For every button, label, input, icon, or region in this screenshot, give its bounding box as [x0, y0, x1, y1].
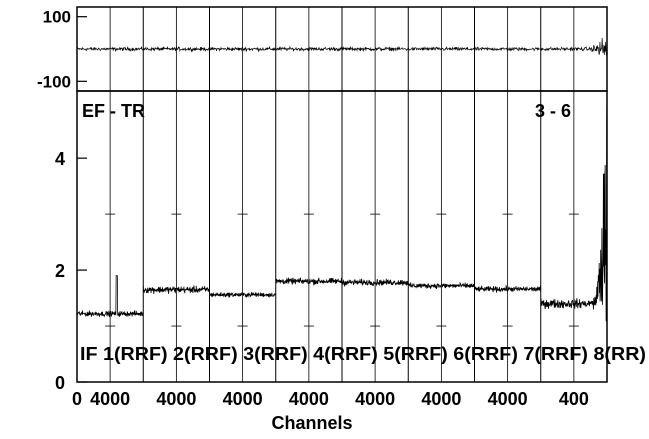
main-series: [76, 94, 608, 322]
x-tick-label: 4000: [90, 389, 130, 409]
x-tick-label: 4000: [223, 389, 263, 409]
main-segment-line: [76, 275, 144, 318]
main-segment-line: [540, 94, 608, 322]
x-tick-label: 4000: [289, 389, 329, 409]
x-tick-label: 0: [72, 389, 82, 409]
main-segment-line: [209, 291, 277, 299]
main-segment-line: [407, 281, 475, 290]
x-tick-label: 400: [559, 389, 589, 409]
main-segment-line: [142, 285, 210, 294]
segment-labels: IF 1(RRF) 2(RRF) 3(RRF) 4(RRF) 5(RRF) 6(…: [80, 344, 646, 364]
main-segment-line: [474, 284, 542, 294]
title-right: 3 - 6: [535, 101, 571, 121]
segment-dividers: [105, 7, 579, 382]
axis-tick-labels: 100 -100 0 2 4 0 4000 4000 4000 4000 4000 4000 4000 4…: [37, 8, 589, 409]
x-tick-label: 4000: [156, 389, 196, 409]
x-tick-label: 4000: [355, 389, 395, 409]
residual-series: [76, 38, 608, 56]
y-tick-label-bottom: 2: [55, 261, 65, 281]
main-segment-line: [341, 278, 409, 288]
x-tick-label: 4000: [488, 389, 528, 409]
y-tick-label-top: 100: [43, 8, 71, 27]
x-axis-title: Channels: [271, 413, 352, 433]
y-tick-label-top: -100: [37, 72, 71, 91]
residual-line: [76, 38, 608, 56]
y-tick-label-bottom: 4: [55, 149, 65, 169]
main-segment-line: [275, 277, 343, 286]
title-left: EF - TR: [82, 101, 145, 121]
y-tick-label-bottom: 0: [55, 373, 65, 393]
x-tick-label: 4000: [421, 389, 461, 409]
axis-ticks: [77, 16, 87, 383]
